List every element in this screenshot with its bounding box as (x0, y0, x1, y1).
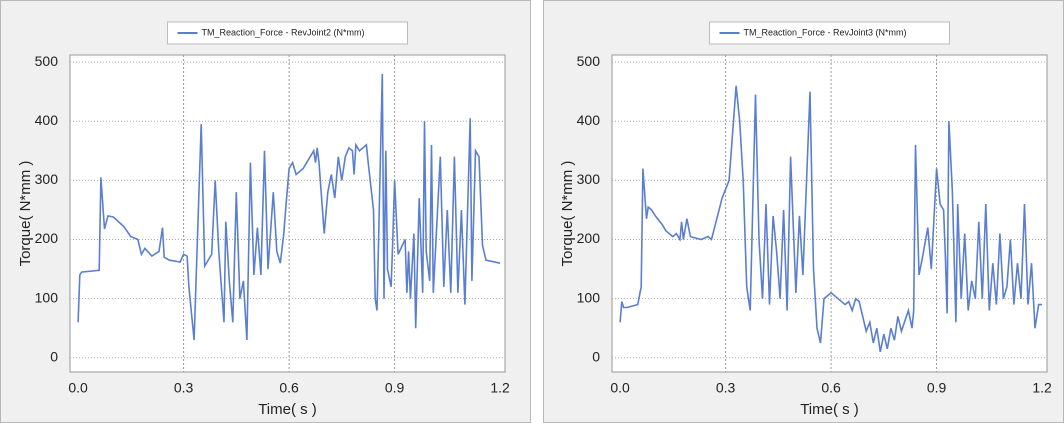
x-tick-label: 0.6 (279, 380, 299, 396)
y-tick-label: 0 (592, 349, 600, 365)
x-tick-label: 1.2 (490, 380, 510, 396)
y-tick-label: 300 (577, 171, 601, 187)
x-tick-label: 0.0 (610, 380, 630, 396)
y-tick-label: 400 (577, 112, 601, 128)
y-tick-label: 100 (35, 289, 59, 305)
x-tick-label: 1.2 (1032, 380, 1052, 396)
y-tick-label: 100 (577, 289, 601, 305)
x-tick-label: 0.0 (68, 380, 88, 396)
y-tick-label: 400 (35, 112, 59, 128)
y-tick-label: 0 (50, 349, 58, 365)
legend-label: TM_Reaction_Force - RevJoint3 (N*mm) (744, 27, 907, 37)
legend-label: TM_Reaction_Force - RevJoint2 (N*mm) (202, 27, 365, 37)
y-tick-label: 500 (577, 53, 601, 69)
x-tick-label: 0.6 (821, 380, 841, 396)
legend-box (167, 21, 408, 45)
plot-area (69, 54, 506, 373)
y-tick-label: 500 (35, 53, 59, 69)
x-tick-label: 0.3 (174, 380, 194, 396)
y-tick-label: 200 (35, 230, 59, 246)
plot-area (611, 54, 1048, 373)
x-tick-label: 0.9 (927, 380, 947, 396)
y-axis-title: Torque( N*mm ) (559, 161, 576, 267)
y-axis-title: Torque( N*mm ) (17, 161, 34, 267)
legend-box (709, 21, 950, 45)
data-line (77, 73, 501, 341)
y-tick-label: 200 (577, 230, 601, 246)
x-tick-label: 0.3 (716, 380, 736, 396)
x-axis-title: Time( s ) (800, 401, 859, 418)
data-line (619, 85, 1043, 353)
x-tick-label: 0.9 (385, 380, 405, 396)
x-axis-title: Time( s ) (258, 401, 317, 418)
y-tick-label: 300 (35, 171, 59, 187)
